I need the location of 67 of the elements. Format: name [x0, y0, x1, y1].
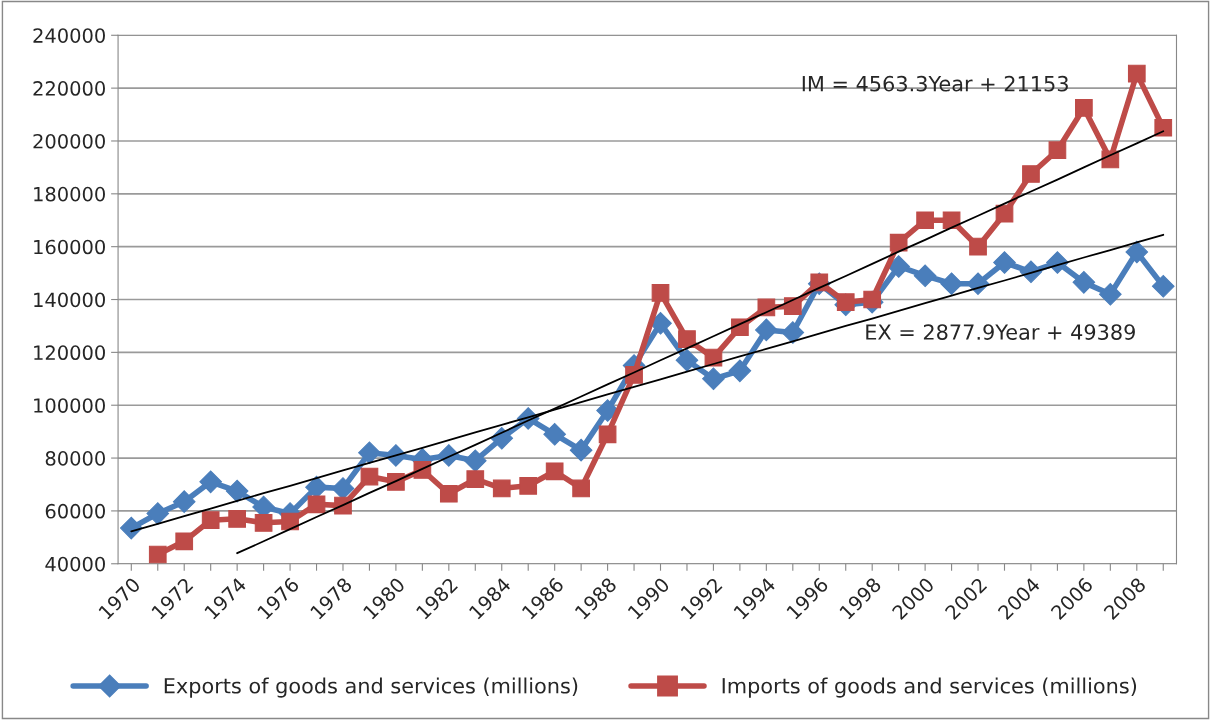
point: [148, 545, 167, 564]
point: [307, 495, 326, 514]
y-tick-label: 40000: [45, 556, 105, 572]
point: [889, 233, 908, 252]
point: [569, 438, 593, 462]
point: [651, 284, 670, 302]
point: [519, 476, 538, 495]
point: [783, 297, 802, 315]
point: [331, 477, 355, 500]
point: [228, 509, 246, 528]
y-tick-label: 140000: [34, 292, 105, 308]
point: [545, 462, 564, 481]
point: [225, 479, 249, 503]
point: [201, 511, 220, 530]
y-tick-label: 160000: [34, 239, 105, 255]
legend-label: Imports of goods and services (millions): [722, 677, 1137, 698]
point: [863, 290, 882, 309]
point: [543, 422, 566, 446]
point: [887, 255, 910, 278]
point: [360, 467, 379, 486]
point: [678, 330, 696, 349]
y-tick-label: 100000: [34, 398, 105, 413]
point: [1127, 64, 1146, 83]
point: [940, 272, 963, 295]
point: [199, 470, 223, 494]
point: [916, 211, 934, 230]
point: [254, 513, 273, 532]
y-tick-label: 220000: [33, 81, 105, 96]
point: [1099, 282, 1122, 306]
point: [675, 348, 699, 372]
point: [358, 441, 381, 465]
point: [146, 502, 170, 525]
point: [1075, 99, 1093, 117]
point: [598, 425, 617, 444]
point: [466, 470, 485, 489]
annotation: EX = 2877.9Year + 49389: [866, 324, 1135, 340]
y-tick-label: 240000: [33, 28, 105, 43]
point: [1048, 141, 1067, 160]
y-tick-label: 80000: [45, 451, 105, 466]
point: [1154, 118, 1173, 137]
point: [463, 449, 487, 473]
y-tick-label: 200000: [33, 133, 105, 149]
point: [492, 479, 511, 498]
point: [1022, 165, 1040, 183]
annotation: IM = 4563.3Year + 21153: [802, 75, 1068, 92]
point: [1072, 271, 1096, 294]
point: [781, 321, 805, 344]
point: [755, 318, 778, 342]
point: [993, 251, 1016, 274]
point: [596, 399, 619, 422]
y-tick-label: 60000: [45, 503, 105, 519]
point: [942, 211, 961, 230]
point: [913, 264, 937, 288]
point: [175, 532, 194, 551]
point: [119, 516, 143, 540]
point: [439, 484, 458, 503]
point: [728, 359, 752, 383]
y-tick-label: 180000: [34, 186, 105, 202]
legend-label: Exports of goods and services (millions): [164, 677, 578, 698]
point: [1125, 240, 1149, 264]
point: [172, 490, 196, 513]
point: [702, 367, 725, 391]
y-tick-label: 120000: [34, 345, 105, 361]
point: [572, 479, 590, 498]
point: [281, 512, 299, 531]
point: [1151, 274, 1175, 298]
point: [969, 237, 987, 256]
